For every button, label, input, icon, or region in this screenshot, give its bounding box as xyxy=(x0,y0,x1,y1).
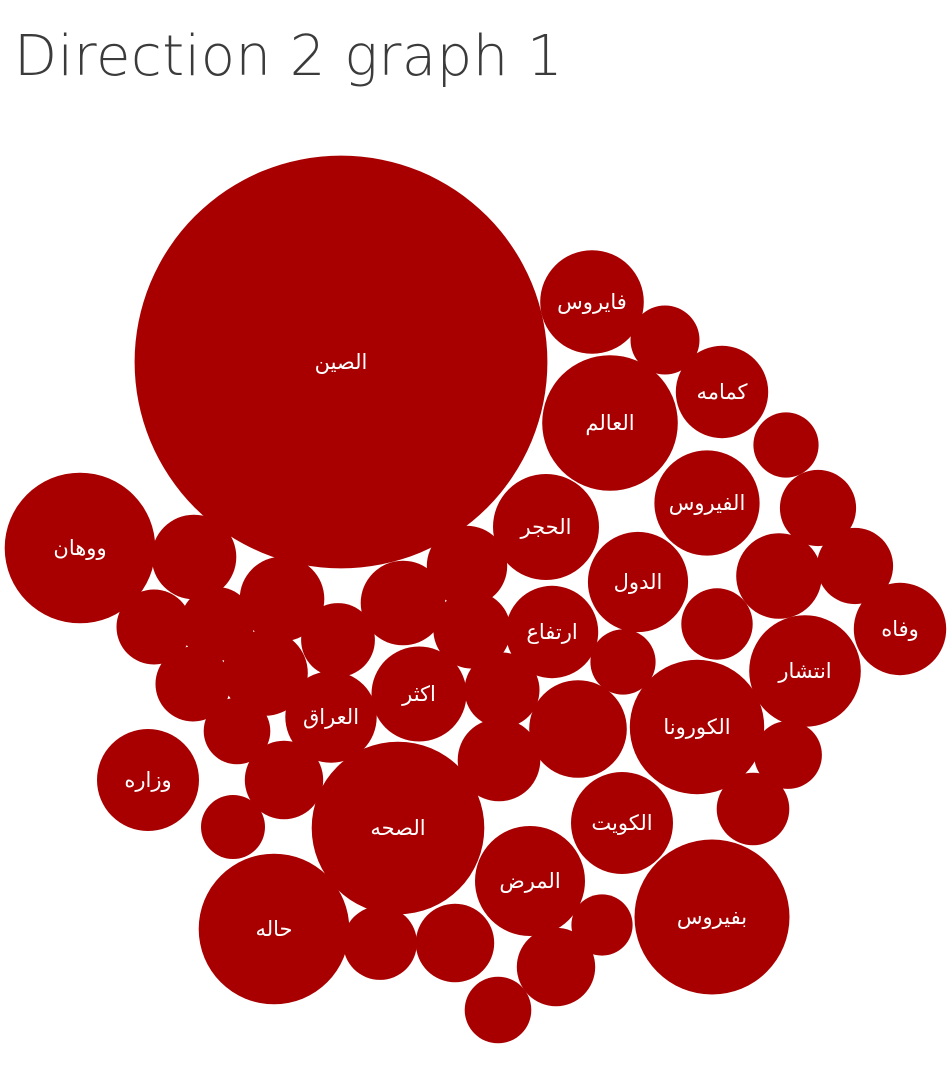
bubble-circle[interactable] xyxy=(465,977,532,1044)
bubble-label: الدول xyxy=(614,570,663,594)
bubble[interactable]: الدول xyxy=(588,532,688,632)
bubble-label: بفيروس xyxy=(677,905,747,929)
bubble[interactable] xyxy=(736,533,822,619)
bubble-label: الفيروس xyxy=(669,491,746,515)
bubble-label: الكورونا xyxy=(663,715,730,739)
bubble[interactable]: الكويت xyxy=(571,772,673,874)
bubble-label: كمامه xyxy=(696,380,747,404)
bubble-label: فايروس xyxy=(557,290,627,314)
bubble[interactable]: الصين xyxy=(135,156,548,569)
bubble[interactable]: بفيروس xyxy=(635,840,790,995)
bubble[interactable]: وزاره xyxy=(97,729,199,831)
bubble-label: الصين xyxy=(315,350,368,374)
bubble[interactable]: العالم xyxy=(542,355,678,491)
bubble[interactable]: انتشار xyxy=(749,615,861,727)
bubble-circle[interactable] xyxy=(571,894,632,955)
bubble-circle[interactable] xyxy=(152,515,237,600)
bubble[interactable]: حاله xyxy=(199,854,350,1005)
bubble[interactable]: الحجر xyxy=(493,474,599,580)
bubble-label: العالم xyxy=(585,411,634,436)
bubble-label: اكثر xyxy=(401,682,436,706)
bubble-circle[interactable] xyxy=(736,533,822,619)
bubble-label: ووهان xyxy=(53,536,106,560)
bubble[interactable] xyxy=(631,306,700,375)
bubble-label: حاله xyxy=(255,917,292,941)
bubble-circle[interactable] xyxy=(631,306,700,375)
bubble-label: الحجر xyxy=(520,515,572,539)
bubble[interactable]: الفيروس xyxy=(654,450,759,555)
bubble-circle[interactable] xyxy=(681,588,752,659)
bubble-label: الصحه xyxy=(370,816,425,840)
bubble-circle[interactable] xyxy=(753,412,818,477)
bubble-circle[interactable] xyxy=(301,603,375,677)
bubble-label: الكويت xyxy=(591,811,652,835)
bubble[interactable] xyxy=(465,653,540,728)
bubble[interactable] xyxy=(529,680,627,778)
bubble-circle[interactable] xyxy=(465,653,540,728)
bubble[interactable] xyxy=(343,906,417,980)
bubble-label: انتشار xyxy=(777,659,831,683)
bubble[interactable] xyxy=(465,977,532,1044)
bubble[interactable] xyxy=(590,629,655,694)
bubble[interactable] xyxy=(201,795,265,859)
bubble[interactable] xyxy=(681,588,752,659)
bubble-label: وزاره xyxy=(124,768,171,792)
bubble-circle[interactable] xyxy=(590,629,655,694)
bubble-circle[interactable] xyxy=(458,719,541,802)
bubble[interactable] xyxy=(753,412,818,477)
bubble[interactable] xyxy=(717,773,790,846)
bubble-label: المرض xyxy=(499,869,560,893)
bubble[interactable] xyxy=(152,515,237,600)
bubble[interactable] xyxy=(817,528,893,604)
bubble[interactable]: المرض xyxy=(475,826,585,936)
bubble-circle[interactable] xyxy=(416,904,494,982)
bubble-label: وفاه xyxy=(881,617,919,641)
bubble[interactable] xyxy=(301,603,375,677)
bubble-circle[interactable] xyxy=(529,680,627,778)
bubble-label: ارتفاع xyxy=(526,620,577,644)
bubble-circle[interactable] xyxy=(201,795,265,859)
bubble-circle[interactable] xyxy=(717,773,790,846)
bubble[interactable] xyxy=(416,904,494,982)
bubble-circle[interactable] xyxy=(343,906,417,980)
bubble[interactable] xyxy=(458,719,541,802)
bubble[interactable] xyxy=(571,894,632,955)
bubble-label: العراق xyxy=(303,705,359,729)
bubble[interactable]: فايروس xyxy=(540,250,644,354)
bubble-circle[interactable] xyxy=(817,528,893,604)
